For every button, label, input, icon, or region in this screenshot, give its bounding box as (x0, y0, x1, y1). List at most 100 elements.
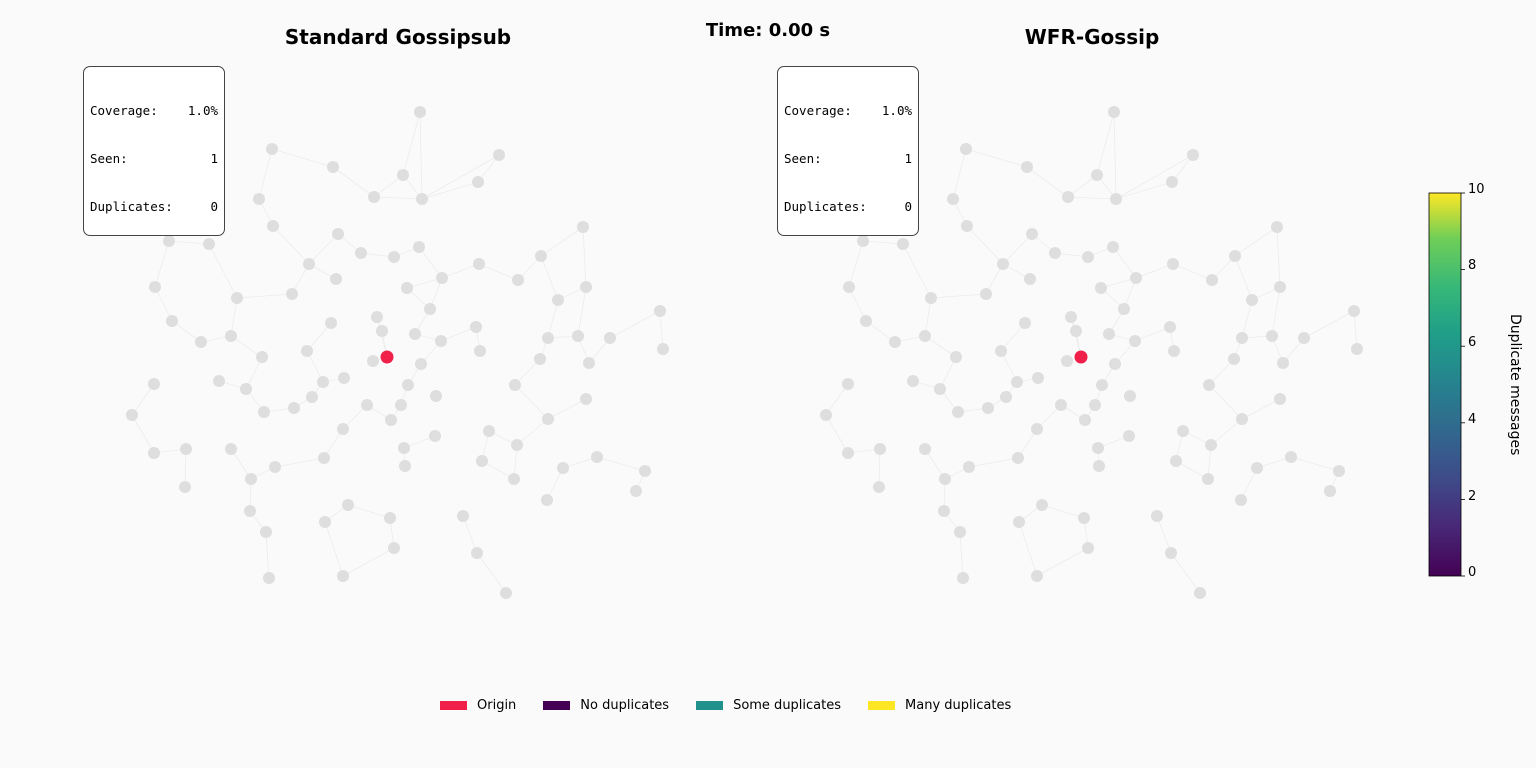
network-edge (1002, 233, 1033, 265)
network-node (1206, 274, 1218, 286)
network-edge (236, 293, 293, 299)
network-node (947, 193, 959, 205)
network-edge (1175, 460, 1209, 480)
network-node (1298, 332, 1310, 344)
network-node (244, 505, 256, 517)
network-node (301, 345, 313, 357)
network-node (934, 383, 946, 395)
network-node (1107, 241, 1119, 253)
duplicates-value: 0 (904, 199, 912, 214)
network-node (1089, 399, 1101, 411)
network-node (511, 439, 523, 451)
network-edge (1096, 111, 1115, 176)
network-node (639, 465, 651, 477)
time-label: Time: 0.00 s (705, 20, 831, 41)
network-node (179, 481, 191, 493)
network-edge (924, 448, 946, 480)
network-node (317, 376, 329, 388)
colorbar-tick-label: 8 (1468, 258, 1477, 273)
network-node (288, 402, 300, 414)
network-node (385, 414, 397, 426)
network-node (148, 447, 160, 459)
network-node (260, 526, 272, 538)
network-edge (1067, 174, 1098, 198)
network-node (1096, 379, 1108, 391)
network-node (1194, 587, 1206, 599)
network-node (1049, 247, 1061, 259)
network-edge (959, 531, 964, 579)
network-node (952, 406, 964, 418)
network-node (939, 473, 951, 485)
network-node (591, 451, 603, 463)
network-node (1012, 452, 1024, 464)
network-edge (1067, 196, 1117, 200)
network-node (1348, 305, 1360, 317)
network-node (476, 455, 488, 467)
network-node (509, 379, 521, 391)
network-edge (965, 148, 1028, 168)
network-node (266, 143, 278, 155)
coverage-label: Coverage: (90, 103, 158, 118)
legend-item-no-duplicates: No duplicates (543, 698, 669, 713)
network-node (1246, 294, 1258, 306)
network-node (1092, 442, 1104, 454)
network-edge (306, 322, 332, 352)
network-edge (478, 263, 519, 281)
network-node (429, 430, 441, 442)
network-edge (373, 174, 404, 198)
network-edge (659, 310, 664, 350)
network-node (474, 345, 486, 357)
network-node (256, 351, 268, 363)
network-node (1082, 542, 1094, 554)
network-edge (848, 240, 864, 288)
network-node (1130, 272, 1142, 284)
network-node (471, 547, 483, 559)
network-edge (342, 547, 395, 577)
network-edge (1026, 166, 1069, 198)
network-node (961, 220, 973, 232)
network-node (401, 282, 413, 294)
network-node (384, 512, 396, 524)
network-edge (1271, 286, 1281, 337)
network-node (1285, 451, 1297, 463)
network-node (1170, 455, 1182, 467)
network-node (267, 220, 279, 232)
network-node (1229, 250, 1241, 262)
network-node (1065, 311, 1077, 323)
network-node (286, 288, 298, 300)
network-node (231, 292, 243, 304)
network-edge (406, 277, 443, 289)
network-edge (476, 552, 507, 594)
network-edge (481, 460, 515, 480)
network-node (1019, 317, 1031, 329)
network-node (203, 238, 215, 250)
network-node (361, 399, 373, 411)
network-node (332, 228, 344, 240)
network-node (166, 315, 178, 327)
coverage-value: 1.0% (881, 103, 912, 118)
network-edge (1241, 299, 1253, 339)
network-node (245, 473, 257, 485)
network-edge (324, 521, 344, 577)
network-node (889, 336, 901, 348)
network-edge (825, 414, 849, 454)
network-node (960, 143, 972, 155)
network-node (1235, 494, 1247, 506)
network-edge (547, 398, 587, 420)
network-edge (540, 255, 559, 301)
origin-node (1074, 350, 1088, 364)
seen-label: Seen: (784, 151, 822, 166)
network-edge (1113, 111, 1117, 200)
network-node (508, 473, 520, 485)
network-node (337, 423, 349, 435)
network-edge (168, 240, 210, 245)
network-edge (952, 148, 967, 200)
network-node (195, 336, 207, 348)
network-node (572, 330, 584, 342)
network-node (424, 303, 436, 315)
network-node (253, 193, 265, 205)
network-node (436, 272, 448, 284)
network-node (1026, 228, 1038, 240)
network-node (542, 413, 554, 425)
network-node (557, 462, 569, 474)
